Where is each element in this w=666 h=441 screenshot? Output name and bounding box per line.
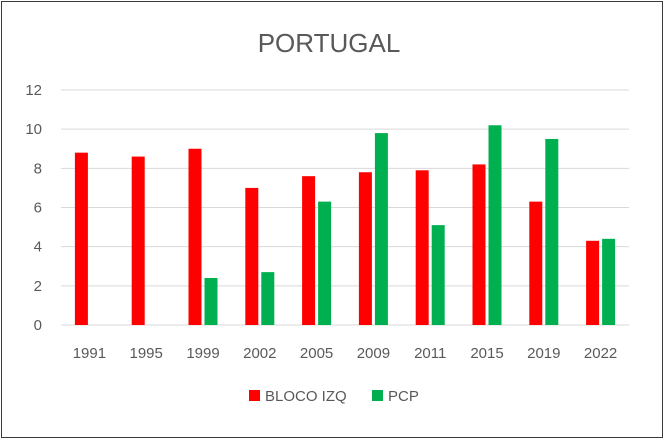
legend-label-bloco-izq: BLOCO IZQ [265, 388, 347, 405]
gridlines [61, 89, 629, 326]
x-tick-label: 1999 [186, 345, 219, 362]
chart-title: PORTUGAL [258, 28, 401, 58]
bar-pcp-2009 [374, 133, 388, 325]
x-tick-label: 2019 [527, 345, 560, 362]
bar-bloco-izq-2005 [302, 176, 316, 325]
x-tick-label: 2005 [300, 345, 333, 362]
bar-pcp-2011 [431, 225, 445, 325]
y-axis-ticks: 0 2 4 6 8 10 12 [25, 82, 42, 334]
bar-bloco-izq-2011 [415, 170, 429, 325]
y-tick-label: 0 [34, 317, 42, 334]
x-tick-label: 2002 [243, 345, 276, 362]
y-tick-label: 4 [34, 239, 42, 256]
y-tick-label: 12 [25, 82, 42, 99]
bar-pcp-2005 [318, 201, 332, 325]
bar-bloco-izq-2019 [529, 201, 543, 325]
y-tick-label: 6 [34, 200, 42, 217]
bar-bloco-izq-1999 [188, 148, 202, 325]
legend-swatch-pcp [372, 390, 383, 401]
legend-swatch-bloco-izq [249, 390, 260, 401]
bar-pcp-2019 [545, 138, 559, 325]
x-tick-label: 1991 [73, 345, 106, 362]
bar-pcp-1999 [204, 278, 218, 325]
legend: BLOCO IZQ PCP [249, 388, 419, 405]
legend-label-pcp: PCP [388, 388, 419, 405]
bar-bloco-izq-2009 [358, 172, 372, 325]
x-tick-label: 2011 [414, 345, 446, 362]
bar-bloco-izq-1991 [74, 152, 88, 325]
bar-bloco-izq-2002 [245, 187, 259, 325]
y-tick-label: 10 [25, 121, 42, 138]
bar-pcp-2015 [488, 125, 502, 325]
x-tick-label: 2015 [470, 345, 503, 362]
y-tick-label: 8 [34, 160, 42, 177]
y-tick-label: 2 [34, 278, 42, 295]
x-tick-label: 2009 [357, 345, 390, 362]
bar-pcp-2022 [602, 238, 616, 325]
x-tick-label: 1995 [130, 345, 163, 362]
x-tick-label: 2022 [584, 345, 617, 362]
bar-bloco-izq-1995 [131, 156, 145, 325]
bars [74, 125, 616, 325]
x-axis-ticks: 1991 1995 1999 2002 2005 2009 2011 2015 2019 2022 [73, 345, 618, 362]
bar-pcp-2002 [261, 272, 275, 325]
bar-bloco-izq-2015 [472, 164, 486, 325]
bar-bloco-izq-2022 [586, 240, 600, 325]
